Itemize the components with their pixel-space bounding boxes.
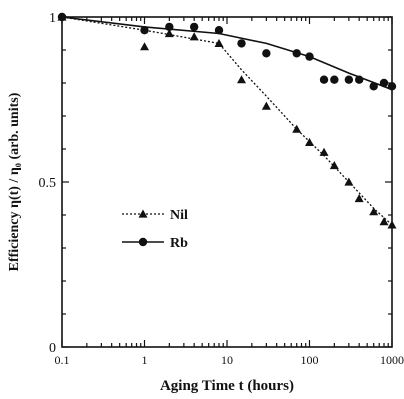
x-tick-label: 10 <box>221 353 233 367</box>
data-point-nil <box>344 177 354 186</box>
legend: Nil Rb <box>122 208 188 251</box>
data-point-nil <box>369 207 379 216</box>
y-axis-label: Efficiency η(t) / η₀ (arb. units) <box>7 92 22 271</box>
trend-line-nil <box>61 16 393 226</box>
data-point-nil <box>261 101 271 110</box>
y-tick-label: 0 <box>49 341 56 356</box>
trend-line-rb <box>61 16 393 91</box>
data-point-nil <box>319 147 329 156</box>
legend-label-rb: Rb <box>170 236 188 251</box>
x-tick-label: 1000 <box>380 353 404 367</box>
data-point-rb <box>292 49 301 58</box>
data-point-rb <box>140 26 149 35</box>
data-point-rb <box>214 26 224 35</box>
data-point-nil <box>379 217 389 226</box>
y-tick-label: 0.5 <box>39 176 57 191</box>
data-point-rb <box>305 52 314 61</box>
legend-label-nil: Nil <box>170 208 188 223</box>
data-point-rb <box>237 39 246 48</box>
data-point-nil <box>237 75 247 84</box>
legend-marker-rb <box>138 237 148 247</box>
data-point-rb <box>57 12 67 22</box>
data-point-rb <box>189 22 199 32</box>
data-point-nil <box>305 137 314 146</box>
plot-frame <box>61 16 393 348</box>
data-markers <box>57 12 397 229</box>
data-point-nil <box>329 161 339 170</box>
data-point-rb <box>262 49 271 58</box>
y-tick-label: 1 <box>49 11 56 26</box>
data-point-nil <box>214 38 224 47</box>
x-axis-label: Aging Time t (hours) <box>160 378 294 394</box>
data-point-rb <box>387 82 397 91</box>
x-tick-label: 100 <box>301 353 319 367</box>
data-point-nil <box>292 124 302 133</box>
data-point-rb <box>379 78 389 88</box>
data-point-rb <box>165 22 174 32</box>
x-tick-label: 1 <box>142 353 148 367</box>
data-point-nil <box>354 194 364 203</box>
data-point-nil <box>387 220 397 229</box>
data-point-nil <box>189 32 199 41</box>
axis-ticks: 0.1 1 10 100 1000 0 0.5 1 <box>39 11 404 367</box>
data-point-rb <box>369 82 378 91</box>
legend-marker-nil <box>138 209 148 218</box>
data-point-rb <box>319 75 329 84</box>
data-point-rb <box>344 75 354 84</box>
data-point-rb <box>354 75 364 84</box>
data-point-nil <box>164 29 174 38</box>
trend-lines <box>61 16 393 226</box>
data-point-nil <box>140 42 149 51</box>
x-tick-label: 0.1 <box>55 353 70 367</box>
data-point-rb <box>330 75 339 84</box>
